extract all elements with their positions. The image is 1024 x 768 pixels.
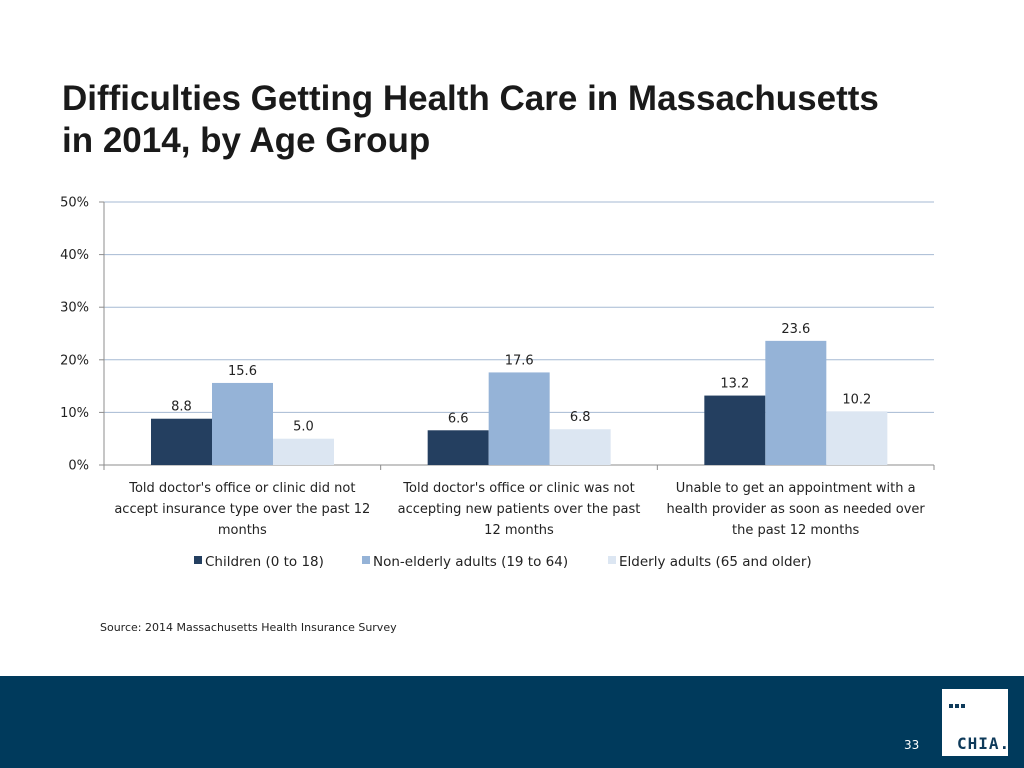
logo-dots-icon xyxy=(949,695,967,713)
y-tick-label: 30% xyxy=(60,301,89,316)
data-label: 13.2 xyxy=(720,377,749,392)
y-tick-label: 20% xyxy=(60,353,89,368)
x-category-label: Unable to get an appointment with a xyxy=(676,481,916,496)
x-category-label: health provider as soon as needed over xyxy=(667,502,926,517)
x-category-label: 12 months xyxy=(484,523,554,538)
bar xyxy=(765,340,827,465)
data-label: 8.8 xyxy=(171,400,192,415)
data-label: 17.6 xyxy=(505,353,534,368)
bar xyxy=(488,372,550,465)
footer-bar xyxy=(0,676,1024,768)
bar xyxy=(273,438,334,465)
legend-swatch xyxy=(362,556,370,564)
legend-label: Non-elderly adults (19 to 64) xyxy=(373,554,568,570)
y-tick-label: 50% xyxy=(60,196,89,211)
legend-label: Children (0 to 18) xyxy=(205,554,324,570)
y-tick-label: 40% xyxy=(60,248,89,263)
bar xyxy=(212,382,273,465)
bar xyxy=(151,418,212,465)
data-label: 23.6 xyxy=(781,322,810,337)
data-label: 15.6 xyxy=(228,364,257,379)
bar xyxy=(549,429,611,465)
bar xyxy=(704,395,766,465)
x-category-label: Told doctor's office or clinic did not xyxy=(128,481,355,496)
chia-logo: CHIA. xyxy=(942,689,1011,756)
page-number: 33 xyxy=(904,738,920,752)
legend-label: Elderly adults (65 and older) xyxy=(619,554,812,570)
x-category-label: the past 12 months xyxy=(732,523,860,538)
x-category-label: accept insurance type over the past 12 xyxy=(114,502,370,517)
x-category-label: accepting new patients over the past xyxy=(398,502,641,517)
slide-title: Difficulties Getting Health Care in Mass… xyxy=(62,78,982,162)
y-tick-label: 0% xyxy=(68,459,89,474)
bar xyxy=(826,411,888,465)
x-category-label: months xyxy=(218,523,267,538)
legend-swatch xyxy=(194,556,202,564)
x-category-label: Told doctor's office or clinic was not xyxy=(402,481,634,496)
bar xyxy=(427,430,489,465)
logo-text: CHIA. xyxy=(957,734,1011,753)
bar-chart: 0% 10% 20% 30% 40% 50% 8.8 6.6 13.2 15.6 17.6 23.6 5… xyxy=(60,196,935,570)
data-label: 10.2 xyxy=(842,392,871,407)
data-label: 6.8 xyxy=(570,410,591,425)
legend-swatch xyxy=(608,556,616,564)
slide-title-line-2: in 2014, by Age Group xyxy=(62,121,431,160)
data-label: 5.0 xyxy=(293,420,314,435)
data-label: 6.6 xyxy=(448,411,469,426)
slide-title-line-1: Difficulties Getting Health Care in Mass… xyxy=(62,79,879,118)
source-note: Source: 2014 Massachusetts Health Insura… xyxy=(100,621,397,634)
y-tick-label: 10% xyxy=(60,406,89,421)
